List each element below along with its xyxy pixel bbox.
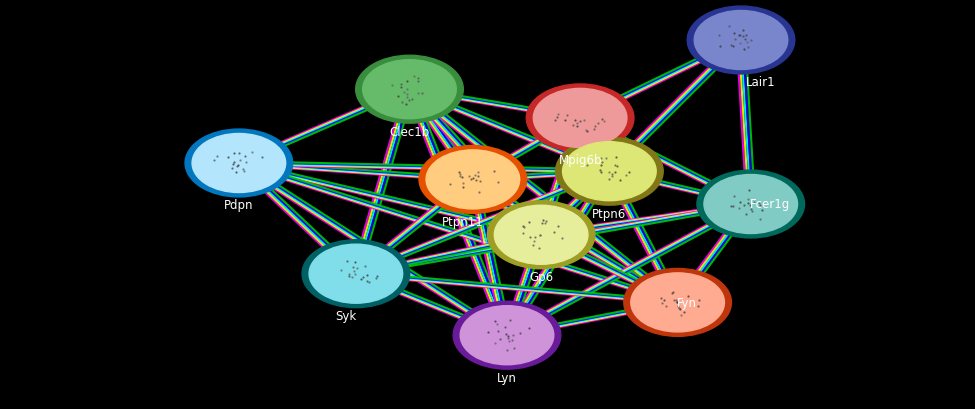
Ellipse shape xyxy=(494,206,588,265)
Ellipse shape xyxy=(631,273,724,332)
Ellipse shape xyxy=(302,240,410,308)
Ellipse shape xyxy=(687,7,795,75)
Ellipse shape xyxy=(624,269,731,337)
Ellipse shape xyxy=(192,134,286,193)
Ellipse shape xyxy=(309,245,403,303)
Ellipse shape xyxy=(185,130,292,198)
Ellipse shape xyxy=(363,61,456,119)
Ellipse shape xyxy=(426,151,520,209)
Ellipse shape xyxy=(419,146,526,214)
Text: Clec1b: Clec1b xyxy=(389,125,430,138)
Text: Lyn: Lyn xyxy=(497,371,517,384)
Ellipse shape xyxy=(460,306,554,365)
Text: Fyn: Fyn xyxy=(678,296,697,309)
Ellipse shape xyxy=(488,201,595,269)
Text: Lair1: Lair1 xyxy=(746,76,775,89)
Ellipse shape xyxy=(356,56,463,124)
Text: Pdpn: Pdpn xyxy=(224,199,254,212)
Ellipse shape xyxy=(533,89,627,148)
Text: Gp6: Gp6 xyxy=(529,270,553,283)
Ellipse shape xyxy=(556,138,663,206)
Ellipse shape xyxy=(694,11,788,70)
Ellipse shape xyxy=(453,301,561,369)
Text: Mpig6b: Mpig6b xyxy=(559,154,602,167)
Ellipse shape xyxy=(526,85,634,153)
Text: Ptpn6: Ptpn6 xyxy=(592,207,627,220)
Ellipse shape xyxy=(563,142,656,201)
Ellipse shape xyxy=(704,175,798,234)
Text: Syk: Syk xyxy=(335,309,357,322)
Text: Fcer1g: Fcer1g xyxy=(750,198,791,211)
Text: Ptpn11: Ptpn11 xyxy=(443,215,484,228)
Ellipse shape xyxy=(697,171,804,238)
